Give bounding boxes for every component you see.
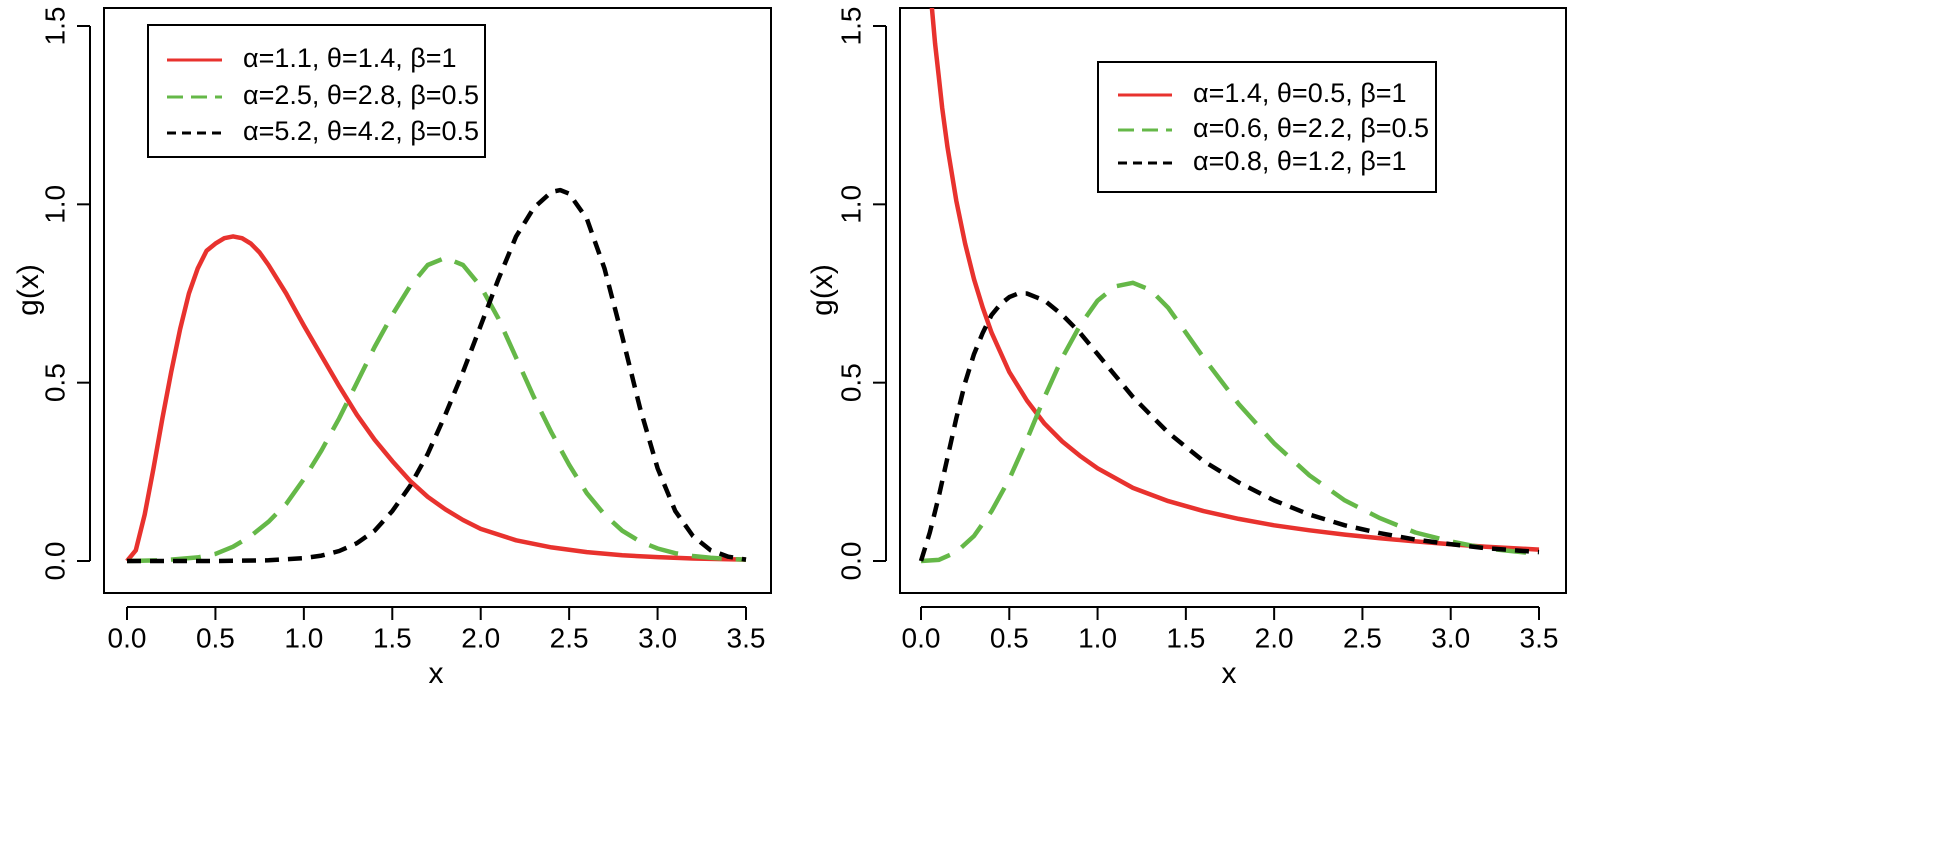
y-tick-label: 1.5 — [835, 7, 866, 46]
y-tick-label: 1.5 — [39, 7, 70, 46]
x-tick-label: 3.5 — [727, 622, 766, 653]
legend-label-2: α=0.6, θ=2.2, β=0.5 — [1193, 113, 1429, 143]
series-line-2 — [920, 280, 1540, 564]
series-group — [918, 8, 1540, 564]
legend-label-3: α=0.8, θ=1.2, β=1 — [1193, 146, 1407, 176]
y-tick-label: 0.5 — [835, 363, 866, 402]
x-tick-label: 0.5 — [196, 622, 235, 653]
series-group — [125, 187, 747, 564]
y-tick-label: 1.0 — [835, 185, 866, 224]
x-tick-label: 2.0 — [1255, 622, 1294, 653]
plot-frame — [103, 7, 772, 594]
x-tick-label: 2.0 — [461, 622, 500, 653]
series-line-3 — [127, 187, 747, 564]
chart-panel-1: 0.0 0.5 1.0 1.5 2.0 2.5 3.0 3.5 0.0 0.5 1.0 1.5 x g(x… — [12, 7, 772, 690]
series-line-1 — [929, 8, 1540, 552]
series-line-3 — [918, 291, 1540, 562]
plot-frame — [899, 7, 1567, 594]
x-tick-label: 1.5 — [1166, 622, 1205, 653]
y-tick-label: 0.5 — [39, 363, 70, 402]
x-axis-title: x — [1222, 657, 1237, 690]
legend-label-1: α=1.4, θ=0.5, β=1 — [1193, 78, 1407, 108]
y-axis-title: g(x) — [806, 264, 839, 316]
legend: α=1.4, θ=0.5, β=1 α=0.6, θ=2.2, β=0.5α=0.… — [1097, 61, 1437, 193]
series-line-1 — [125, 234, 747, 563]
legend: α=1.1, θ=1.4, β=1 α=2.5, θ=2.8, β=0.5 α=5.… — [147, 24, 486, 158]
x-tick-label: 0.5 — [990, 622, 1029, 653]
x-tick-label: 0.0 — [902, 622, 941, 653]
x-tick-label: 1.0 — [1078, 622, 1117, 653]
x-tick-label: 0.0 — [108, 622, 147, 653]
y-tick-label: 0.0 — [39, 542, 70, 581]
y-axis-title: g(x) — [12, 264, 45, 316]
x-tick-label: 2.5 — [550, 622, 589, 653]
x-tick-label: 3.0 — [638, 622, 677, 653]
legend-box — [147, 24, 486, 158]
y-tick-label: 1.0 — [39, 185, 70, 224]
x-tick-label: 3.5 — [1520, 622, 1559, 653]
x-axis-title: x — [429, 657, 444, 690]
legend-box — [1097, 61, 1437, 193]
legend-label-3: α=5.2, θ=4.2, β=0.5 — [243, 116, 479, 146]
legend-label-2: α=2.5, θ=2.8, β=0.5 — [243, 80, 479, 110]
legend-label-1: α=1.1, θ=1.4, β=1 — [243, 43, 457, 73]
y-tick-label: 0.0 — [835, 542, 866, 581]
series-line-2 — [126, 255, 747, 564]
x-tick-label: 1.5 — [373, 622, 412, 653]
chart-panel-2: 0.0 0.5 1.0 1.5 2.0 2.5 3.0 3.5 0.0 0.5 1.0 1.5 x g(x… — [806, 7, 1567, 690]
x-tick-label: 1.0 — [284, 622, 323, 653]
x-tick-label: 2.5 — [1343, 622, 1382, 653]
x-tick-label: 3.0 — [1431, 622, 1470, 653]
